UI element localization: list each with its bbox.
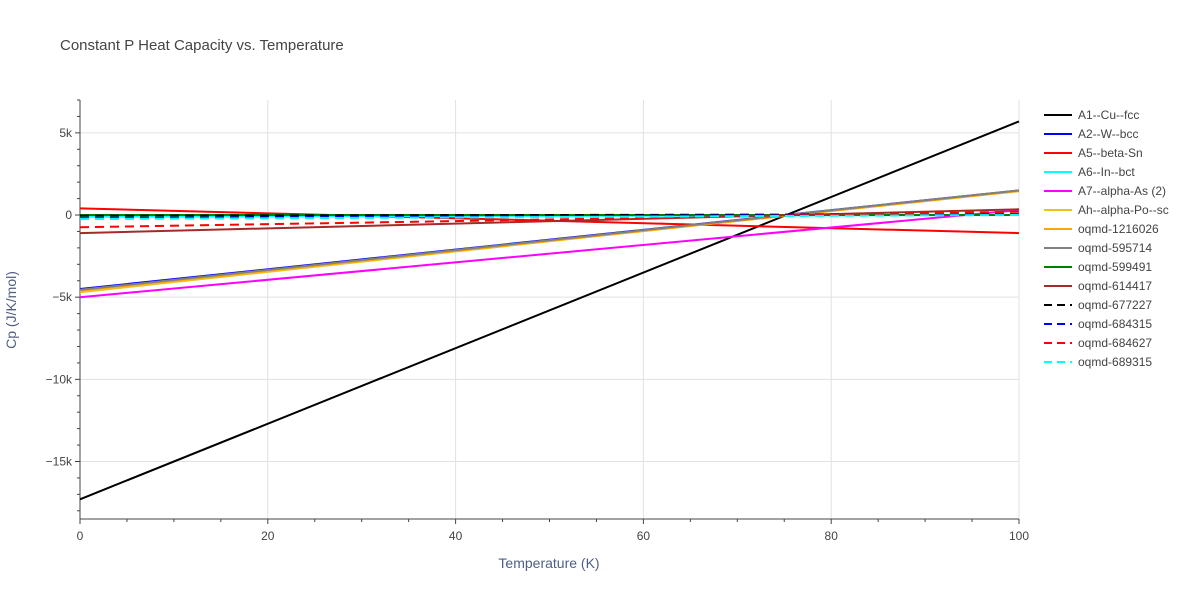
legend-label: A5--beta-Sn xyxy=(1078,146,1143,160)
series-line-oqmd-614417 xyxy=(79,208,1020,235)
legend-label: oqmd-599491 xyxy=(1078,260,1152,274)
y-axis-title: Cp (J/K/mol) xyxy=(3,271,19,349)
legend-label: A7--alpha-As (2) xyxy=(1078,184,1166,198)
x-tick-label: 20 xyxy=(261,529,275,543)
y-tick-label: 5k xyxy=(59,126,73,140)
legend-item[interactable]: oqmd-684315 xyxy=(1044,317,1152,331)
series-line-oqmd-684627 xyxy=(79,210,1020,229)
legend-label: A1--Cu--fcc xyxy=(1078,108,1139,122)
axes-layer xyxy=(75,99,1020,524)
y-tick-label: 0 xyxy=(65,208,72,222)
legend-item[interactable]: A1--Cu--fcc xyxy=(1044,108,1139,122)
series-line-oqmd-689315 xyxy=(79,214,1020,221)
legend-label: oqmd-684627 xyxy=(1078,336,1152,350)
series-line-a1-cu-fcc xyxy=(79,120,1020,501)
legend-label: oqmd-614417 xyxy=(1078,279,1152,293)
x-axis-title: Temperature (K) xyxy=(498,555,599,571)
legend-item[interactable]: oqmd-614417 xyxy=(1044,279,1152,293)
series-layer xyxy=(79,120,1020,501)
x-tick-label: 60 xyxy=(637,529,651,543)
legend[interactable]: A1--Cu--fcc A2--W--bcc A5--beta-Sn A6--In--… xyxy=(1044,108,1169,369)
x-tick-label: 0 xyxy=(77,529,84,543)
legend-item[interactable]: oqmd-595714 xyxy=(1044,241,1152,255)
legend-item[interactable]: oqmd-689315 xyxy=(1044,355,1152,369)
legend-label: oqmd-595714 xyxy=(1078,241,1152,255)
series-line-a7-alpha-as-2- xyxy=(79,209,1020,299)
ticks-layer: 0 20 40 60 80 100 5k 0 −5k −10k −15k xyxy=(46,126,1030,543)
legend-item[interactable]: oqmd-1216026 xyxy=(1044,222,1159,236)
legend-item[interactable]: oqmd-677227 xyxy=(1044,298,1152,312)
legend-label: oqmd-684315 xyxy=(1078,317,1152,331)
legend-item[interactable]: A6--In--bct xyxy=(1044,165,1135,179)
y-tick-label: −15k xyxy=(46,454,73,468)
y-tick-label: −10k xyxy=(46,372,73,386)
chart-title: Constant P Heat Capacity vs. Temperature xyxy=(60,37,344,54)
legend-label: oqmd-689315 xyxy=(1078,355,1152,369)
legend-label: Ah--alpha-Po--sc xyxy=(1078,203,1169,217)
legend-item[interactable]: A2--W--bcc xyxy=(1044,127,1138,141)
legend-item[interactable]: Ah--alpha-Po--sc xyxy=(1044,203,1169,217)
x-tick-label: 100 xyxy=(1009,529,1029,543)
x-tick-label: 40 xyxy=(449,529,463,543)
legend-label: oqmd-1216026 xyxy=(1078,222,1159,236)
legend-item[interactable]: oqmd-684627 xyxy=(1044,336,1152,350)
legend-item[interactable]: A7--alpha-As (2) xyxy=(1044,184,1166,198)
series-line-oqmd-595714 xyxy=(79,189,1020,291)
legend-label: A6--In--bct xyxy=(1078,165,1135,179)
legend-item[interactable]: oqmd-599491 xyxy=(1044,260,1152,274)
legend-label: A2--W--bcc xyxy=(1078,127,1138,141)
legend-label: oqmd-677227 xyxy=(1078,298,1152,312)
x-tick-label: 80 xyxy=(825,529,839,543)
y-tick-label: −5k xyxy=(52,290,73,304)
legend-item[interactable]: A5--beta-Sn xyxy=(1044,146,1143,160)
